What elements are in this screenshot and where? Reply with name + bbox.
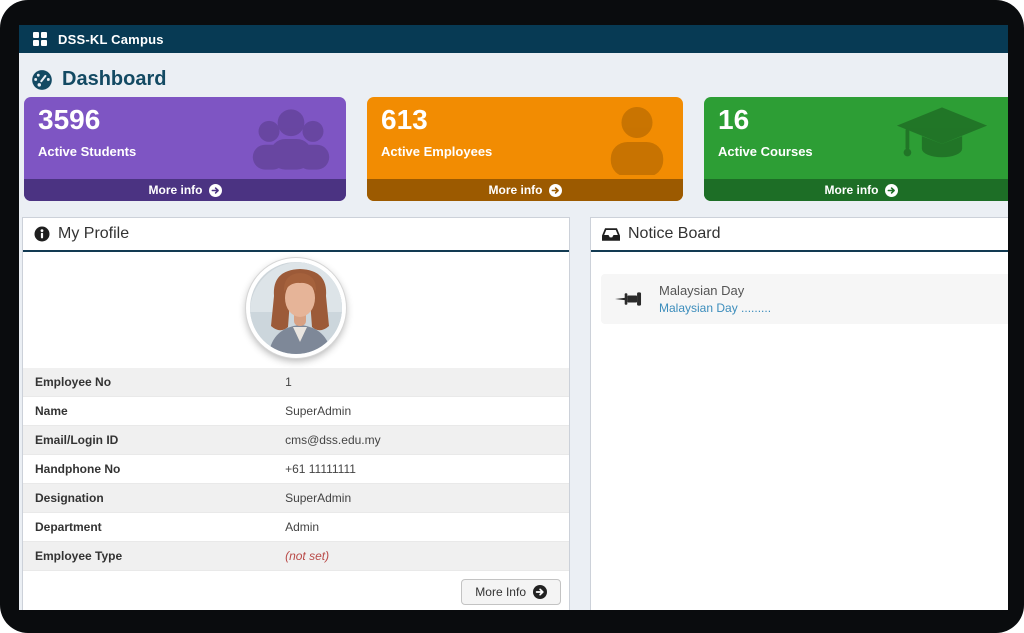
stat-card-active-students: 3596 Active Students More info: [24, 97, 346, 201]
users-icon: [252, 109, 330, 170]
more-info-button-label: More Info: [475, 585, 526, 599]
stat-label: Active Employees: [381, 144, 493, 159]
page-title: Dashboard: [62, 68, 167, 90]
row-label: Handphone No: [35, 462, 121, 476]
table-row: Email/Login ID cms@dss.edu.my: [23, 426, 569, 455]
arrow-circle-right-icon: [548, 183, 562, 197]
row-label: Employee Type: [35, 549, 123, 563]
page-title-row: Dashboard: [30, 66, 1008, 93]
table-row: Designation SuperAdmin: [23, 484, 569, 513]
info-circle-icon: [34, 226, 50, 242]
notice-item[interactable]: Malaysian Day Malaysian Day .........: [601, 274, 1008, 324]
avatar: [246, 258, 346, 358]
stat-card-active-courses: 16 Active Courses More info: [704, 97, 1008, 201]
stat-label: Active Courses: [718, 144, 813, 159]
notice-board-header: Notice Board: [591, 218, 1008, 252]
stat-card-body: 16 Active Courses: [704, 97, 1008, 179]
pushpin-icon: [601, 291, 659, 307]
row-label: Email/Login ID: [35, 433, 119, 447]
stat-card-active-employees: 613 Active Employees More info: [367, 97, 683, 201]
stat-card-body: 613 Active Employees: [367, 97, 683, 179]
table-row: Employee No 1: [23, 368, 569, 397]
dashboard-gauge-icon: [32, 69, 52, 90]
user-icon: [610, 106, 664, 175]
stat-value: 613: [381, 104, 428, 135]
table-row: Handphone No +61 11111111: [23, 455, 569, 484]
menu-grid-icon[interactable]: [33, 32, 47, 46]
row-label: Department: [35, 520, 102, 534]
table-row: Department Admin: [23, 513, 569, 542]
row-label: Designation: [35, 491, 104, 505]
avatar-wrap: [23, 258, 569, 358]
stat-value: 3596: [38, 104, 101, 135]
row-value-not-set: (not set): [285, 549, 330, 563]
my-profile-header: My Profile: [23, 218, 569, 252]
profile-footer: More Info: [23, 571, 569, 605]
table-row: Employee Type (not set): [23, 542, 569, 571]
more-info-label: More info: [148, 183, 203, 197]
arrow-circle-right-icon: [208, 183, 222, 197]
app-screen: DSS-KL Campus Dashboard 3596 Active Stud…: [19, 25, 1008, 610]
profile-table: Employee No 1 Name SuperAdmin Email/Logi…: [23, 368, 569, 571]
row-value: SuperAdmin: [285, 404, 352, 418]
stat-cards: 3596 Active Students More info: [24, 97, 1008, 201]
arrow-circle-right-icon: [533, 585, 547, 599]
arrow-circle-right-icon: [884, 183, 898, 197]
app-title: DSS-KL Campus: [58, 31, 164, 47]
row-value: cms@dss.edu.my: [285, 433, 381, 447]
inbox-icon: [602, 227, 620, 241]
more-info-link[interactable]: More info: [367, 179, 683, 201]
table-row: Name SuperAdmin: [23, 397, 569, 426]
more-info-link[interactable]: More info: [24, 179, 346, 201]
stat-card-body: 3596 Active Students: [24, 97, 346, 179]
panels-row: My Profile: [22, 217, 1008, 610]
row-value: 1: [285, 375, 292, 389]
more-info-label: More info: [824, 183, 879, 197]
stat-label: Active Students: [38, 144, 137, 159]
stat-value: 16: [718, 104, 750, 135]
row-value: +61 11111111: [285, 462, 356, 476]
more-info-label: More info: [488, 183, 543, 197]
row-label: Employee No: [35, 375, 112, 389]
notice-title: Malaysian Day: [659, 283, 745, 298]
my-profile-panel: My Profile: [22, 217, 570, 610]
graduation-cap-icon: [896, 107, 988, 158]
notice-link[interactable]: Malaysian Day .........: [659, 301, 772, 315]
top-navbar: DSS-KL Campus: [19, 25, 1008, 53]
row-label: Name: [35, 404, 68, 418]
my-profile-title: My Profile: [58, 225, 130, 242]
more-info-button[interactable]: More Info: [461, 579, 561, 605]
row-value: SuperAdmin: [285, 491, 352, 505]
notice-board-title: Notice Board: [628, 225, 721, 242]
notice-board-panel: Notice Board Malaysian Day Mal: [590, 217, 1008, 610]
more-info-link[interactable]: More info: [704, 179, 1008, 201]
row-value: Admin: [285, 520, 320, 534]
